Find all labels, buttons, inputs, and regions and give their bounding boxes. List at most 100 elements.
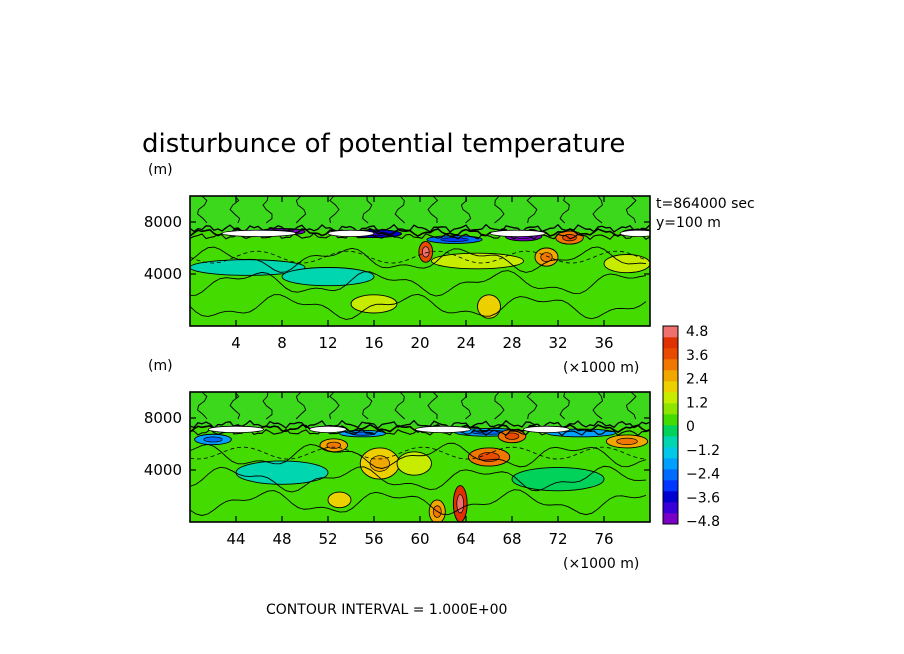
- colorbar-swatch: [663, 447, 678, 459]
- y-tick-label: 4000: [144, 461, 182, 479]
- contour-feature: [350, 294, 398, 314]
- colorbar-label: 4.8: [686, 324, 708, 340]
- contour-feature-core: [421, 246, 430, 258]
- saturated-lens: [221, 229, 297, 237]
- contour-line: [592, 196, 603, 224]
- x-tick-label: 64: [456, 530, 475, 548]
- panel-top: (m) 4 8 12 16 20 24 28 32 36 4000 8000 (×1000 m): [144, 162, 651, 376]
- contour-feature-core: [540, 252, 553, 263]
- colorbar-swatch: [663, 469, 678, 481]
- colorbar-swatch: [663, 403, 678, 415]
- contour-feature: [281, 267, 375, 287]
- chart-title: disturbunce of potential temperature: [142, 129, 625, 159]
- contour-line: [329, 392, 340, 420]
- contour-line: [460, 392, 472, 420]
- panel-top-axes: 4 8 12 16 20 24 28 32 36 4000 8000: [144, 196, 650, 352]
- time-label: t=864000 sec: [656, 196, 755, 212]
- contour-interval-label: CONTOUR INTERVAL = 1.000E+00: [266, 602, 507, 618]
- contour-feature-core: [440, 237, 469, 242]
- saturated-lens: [309, 425, 347, 433]
- colorbar-swatch: [663, 414, 678, 426]
- panel-bottom: (m) 44 48 52 56 60 64 68 72 76 4000 8000 (×1000 m): [144, 358, 651, 572]
- y-tick-label: 8000: [144, 213, 182, 231]
- contour-feature-core: [203, 436, 223, 443]
- contour-line: [362, 196, 373, 224]
- colorbar-swatch: [663, 502, 678, 514]
- contour-line: [190, 489, 647, 516]
- x-tick-label: 24: [456, 334, 475, 352]
- x-tick-label: 72: [548, 530, 567, 548]
- colorbar-swatch: [663, 458, 678, 470]
- contour-line: [197, 392, 208, 420]
- y-tick-label: 4000: [144, 265, 182, 283]
- contour-line: [229, 196, 241, 224]
- colorbar-label: −2.4: [686, 467, 720, 483]
- contour-line: [494, 392, 505, 420]
- contour-line: [526, 196, 538, 224]
- y-tick-label: 8000: [144, 409, 182, 427]
- x-tick-label: 56: [364, 530, 383, 548]
- panel-bottom-field: [190, 392, 650, 522]
- colorbar-frame: [662, 325, 679, 525]
- x-tick-label: 28: [502, 334, 521, 352]
- contour-line: [394, 392, 406, 420]
- colorbar-swatch: [663, 359, 678, 371]
- x-tick-label: 16: [364, 334, 383, 352]
- x-tick-label: 60: [410, 530, 429, 548]
- colorbar-swatch: [663, 480, 678, 492]
- x-tick-label: 8: [277, 334, 287, 352]
- contour-feature-core: [504, 432, 520, 440]
- panel-bottom-y-axis-label: (m): [148, 358, 173, 374]
- contour-line: [427, 392, 439, 420]
- panel-top-field: [190, 196, 650, 326]
- contour-feature: [396, 451, 432, 476]
- colorbar-swatch: [663, 513, 678, 525]
- x-tick-label: 36: [594, 334, 613, 352]
- contour-line: [362, 392, 373, 420]
- saturated-lens: [489, 229, 546, 237]
- x-tick-label: 68: [502, 530, 521, 548]
- panel-bottom-x-axis-label: (×1000 m): [563, 556, 639, 572]
- contour-line: [190, 465, 647, 493]
- colorbar-label: 2.4: [686, 372, 708, 388]
- contour-line: [625, 196, 637, 224]
- contour-feature: [477, 294, 501, 319]
- contour-line: [295, 392, 307, 420]
- position-label: y=100 m: [656, 215, 721, 231]
- contour-line: [427, 196, 439, 224]
- x-tick-label: 76: [594, 530, 613, 548]
- contour-line: [262, 196, 273, 224]
- contour-line: [526, 392, 538, 420]
- colorbar-label: −4.8: [686, 514, 720, 530]
- x-tick-label: 20: [410, 334, 429, 352]
- x-tick-label: 4: [231, 334, 241, 352]
- colorbar-swatch: [663, 436, 678, 448]
- contour-line: [229, 392, 241, 420]
- colorbar-label: 0: [686, 419, 695, 435]
- colorbar-swatch: [663, 326, 678, 338]
- saturated-lens: [619, 229, 650, 237]
- x-tick-label: 44: [226, 530, 245, 548]
- x-tick-label: 52: [318, 530, 337, 548]
- contour-feature-core: [456, 494, 465, 514]
- contour-line: [329, 196, 340, 224]
- contour-line: [190, 270, 647, 297]
- contour-line: [295, 196, 307, 224]
- contour-line: [262, 392, 273, 420]
- colorbar-swatch: [663, 425, 678, 437]
- contour-feature: [511, 466, 605, 492]
- colorbar-label: 3.6: [686, 348, 708, 364]
- colorbar-swatch: [663, 392, 678, 404]
- contour-feature: [431, 252, 524, 270]
- contour-line: [190, 246, 647, 273]
- colorbar-label: −3.6: [686, 490, 720, 506]
- negative-contour-line: [190, 446, 647, 460]
- contour-line: [592, 392, 603, 420]
- colorbar-swatch: [663, 381, 678, 393]
- colorbar: 4.8 3.6 2.4 1.2 0 −1.2 −2.4 −3.6 −4.8: [662, 324, 720, 530]
- contour-feature: [327, 491, 352, 509]
- contour-line: [494, 196, 505, 224]
- contour-line: [190, 293, 647, 320]
- panel-bottom-axes: 44 48 52 56 60 64 68 72 76 4000 8000: [144, 392, 650, 548]
